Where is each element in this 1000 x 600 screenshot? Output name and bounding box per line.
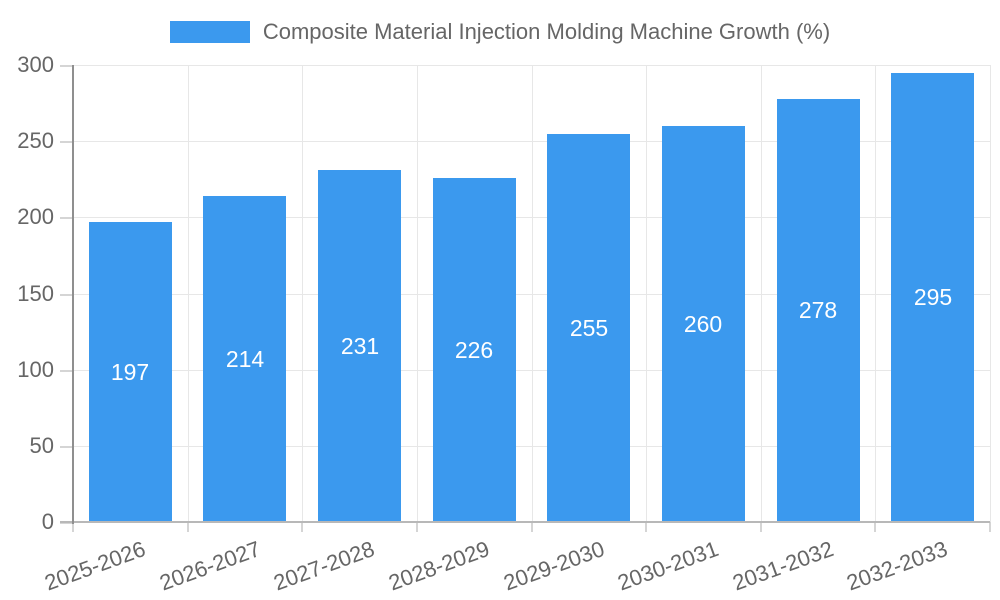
bar-value-label: 231: [340, 333, 380, 359]
bar[interactable]: [662, 126, 745, 522]
y-axis-tick: [60, 370, 73, 372]
x-axis-tick-label: 2029-2030: [499, 536, 608, 596]
x-axis-tick-label: 2031-2032: [729, 536, 837, 596]
gridline-horizontal: [73, 446, 990, 447]
y-axis-tick-label: 0: [41, 509, 54, 534]
x-axis-tick-label: 2030-2031: [614, 536, 722, 596]
y-axis-tick-label: 250: [17, 128, 54, 153]
x-axis-tick: [72, 522, 74, 532]
bar[interactable]: [547, 134, 630, 522]
bar[interactable]: [89, 222, 172, 522]
y-axis-tick: [60, 294, 73, 296]
gridline-vertical: [417, 65, 418, 522]
legend-swatch: [169, 21, 250, 43]
x-axis-tick-label: 2025-2026: [41, 536, 149, 596]
x-axis-line: [60, 521, 990, 523]
y-axis-tick-label: 200: [17, 204, 54, 229]
bar[interactable]: [777, 99, 860, 522]
x-axis-tick: [416, 522, 418, 532]
bar-value-label: 260: [683, 311, 723, 337]
y-axis-line: [72, 65, 74, 524]
x-axis-tick: [760, 522, 762, 532]
x-axis-tick-label: 2027-2028: [270, 536, 379, 596]
y-axis-tick-label: 300: [17, 52, 54, 77]
x-axis-tick-label: 2032-2033: [843, 536, 952, 596]
bar-value-label: 295: [913, 284, 953, 310]
gridline-horizontal: [73, 141, 990, 142]
bar-value-label: 214: [225, 346, 265, 372]
y-axis-tick: [60, 141, 73, 143]
gridline-vertical: [990, 65, 991, 522]
gridline-vertical: [761, 65, 762, 522]
bar[interactable]: [433, 178, 516, 522]
legend-label: Composite Material Injection Molding Mac…: [262, 19, 831, 44]
gridline-vertical: [646, 65, 647, 522]
chart-legend[interactable]: Composite Material Injection Molding Mac…: [0, 19, 1000, 45]
y-axis-tick-label: 150: [17, 281, 54, 306]
y-axis-tick: [60, 65, 73, 67]
gridline-horizontal: [73, 294, 990, 295]
gridline-horizontal: [73, 370, 990, 371]
gridline-vertical: [875, 65, 876, 522]
gridline-vertical: [188, 65, 189, 522]
x-axis-tick: [187, 522, 189, 532]
x-axis-tick: [645, 522, 647, 532]
x-axis-tick: [989, 522, 991, 532]
x-axis-tick: [531, 522, 533, 532]
x-axis-tick: [874, 522, 876, 532]
bar-value-label: 255: [569, 315, 609, 341]
gridline-vertical: [302, 65, 303, 522]
bar-value-label: 197: [110, 359, 150, 385]
bar[interactable]: [203, 196, 286, 522]
x-axis-tick-label: 2026-2027: [156, 536, 264, 596]
bar[interactable]: [318, 170, 401, 522]
x-axis-tick-label: 2028-2029: [385, 536, 493, 596]
y-axis-tick: [60, 217, 73, 219]
gridline-horizontal: [73, 217, 990, 218]
x-axis-tick: [301, 522, 303, 532]
bar[interactable]: [891, 73, 974, 522]
y-axis-tick-label: 50: [29, 433, 54, 458]
bar-value-label: 278: [798, 297, 838, 323]
gridline-vertical: [532, 65, 533, 522]
y-axis-tick: [60, 522, 73, 524]
bar-value-label: 226: [454, 337, 494, 363]
y-axis-tick: [60, 446, 73, 448]
y-axis-tick-label: 100: [17, 357, 54, 382]
gridline-horizontal: [73, 65, 990, 66]
